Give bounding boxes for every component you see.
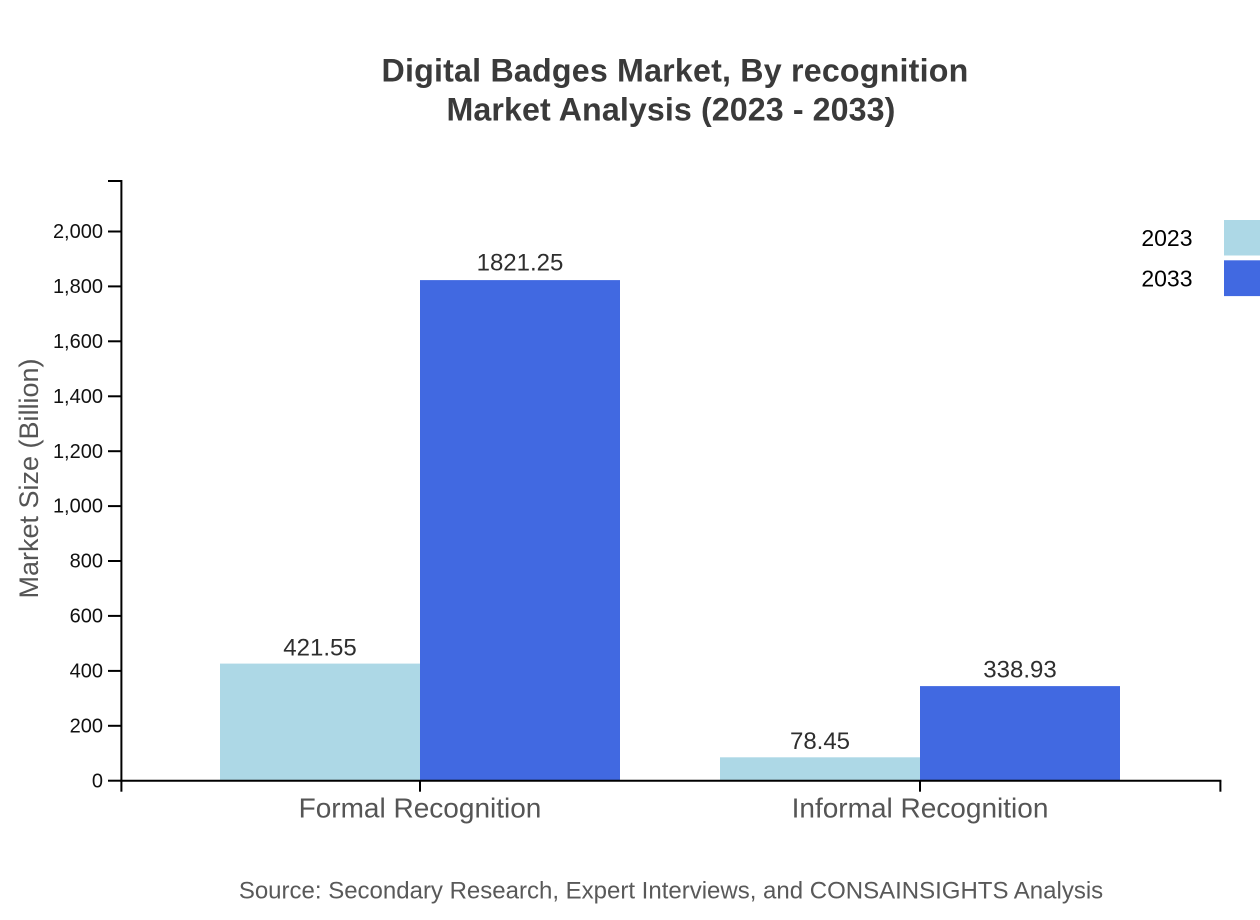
svg-text:400: 400 [70, 661, 103, 683]
svg-text:Market Analysis (2023 - 2033): Market Analysis (2023 - 2033) [447, 92, 896, 128]
svg-text:1,000: 1,000 [53, 496, 103, 518]
svg-text:1821.25: 1821.25 [477, 250, 564, 277]
svg-text:1,400: 1,400 [53, 386, 103, 408]
svg-text:338.93: 338.93 [983, 657, 1056, 684]
svg-text:2023: 2023 [1141, 225, 1192, 251]
svg-text:1,200: 1,200 [53, 441, 103, 463]
svg-text:Digital Badges Market, By reco: Digital Badges Market, By recognition [382, 53, 969, 89]
svg-text:800: 800 [70, 551, 103, 573]
svg-text:0: 0 [92, 770, 103, 792]
svg-text:200: 200 [70, 715, 103, 737]
svg-text:600: 600 [70, 606, 103, 628]
svg-text:Market Size (Billion): Market Size (Billion) [14, 358, 44, 598]
svg-text:Formal Recognition: Formal Recognition [299, 793, 542, 824]
svg-text:2,000: 2,000 [53, 221, 103, 243]
svg-text:2033: 2033 [1141, 266, 1192, 292]
svg-text:421.55: 421.55 [283, 634, 356, 661]
svg-text:Informal Recognition: Informal Recognition [792, 793, 1049, 824]
svg-text:1,800: 1,800 [53, 276, 103, 298]
svg-text:78.45: 78.45 [790, 728, 850, 755]
svg-text:Source: Secondary Research, Ex: Source: Secondary Research, Expert Inter… [239, 878, 1103, 905]
svg-text:1,600: 1,600 [53, 331, 103, 353]
